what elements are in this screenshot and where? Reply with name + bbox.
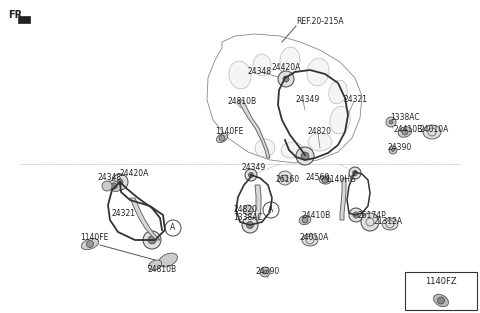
Ellipse shape [382,218,398,230]
Ellipse shape [433,294,448,307]
Text: FR: FR [8,10,22,20]
Text: 26160: 26160 [276,176,300,184]
Circle shape [148,236,156,244]
Ellipse shape [319,176,331,184]
Ellipse shape [158,253,178,267]
Circle shape [243,205,253,215]
Text: 24420A: 24420A [120,170,149,178]
Circle shape [352,171,358,176]
Circle shape [278,171,292,185]
Text: 24321: 24321 [112,209,136,218]
Polygon shape [18,16,30,23]
Text: 24810B: 24810B [228,98,257,106]
Text: 24810B: 24810B [148,265,177,275]
Text: 21312A: 21312A [374,218,403,227]
Circle shape [247,222,253,228]
Circle shape [165,220,181,236]
Text: A: A [268,206,274,214]
Circle shape [219,135,225,141]
Text: 1140HG: 1140HG [325,176,356,184]
Circle shape [353,212,359,218]
Circle shape [392,148,395,151]
Circle shape [263,270,267,274]
Ellipse shape [423,125,441,139]
Circle shape [143,231,161,249]
Text: 24410B: 24410B [302,212,331,220]
FancyBboxPatch shape [405,272,477,310]
Circle shape [283,76,289,82]
Circle shape [361,213,379,231]
Text: 1338AC: 1338AC [233,213,263,223]
Ellipse shape [302,234,318,246]
Circle shape [296,147,314,165]
Circle shape [249,172,253,177]
Ellipse shape [255,139,275,157]
Circle shape [245,169,257,181]
Text: 24349: 24349 [295,95,319,104]
Polygon shape [340,178,346,220]
Circle shape [282,175,288,181]
Text: 24348: 24348 [98,173,122,182]
Circle shape [278,71,294,87]
Text: 26174P: 26174P [358,212,387,220]
Text: 24820: 24820 [308,127,332,136]
Text: 24010A: 24010A [420,126,449,135]
Text: 1140FE: 1140FE [215,127,243,136]
Polygon shape [238,100,270,158]
Ellipse shape [216,133,228,143]
Circle shape [260,267,270,277]
Text: 24010A: 24010A [300,233,329,243]
Circle shape [111,183,117,189]
Ellipse shape [308,133,332,151]
Circle shape [242,217,258,233]
Text: 24420A: 24420A [272,64,301,73]
Text: 1140FE: 1140FE [80,233,108,242]
Text: 24321: 24321 [344,95,368,104]
Text: 24349: 24349 [241,163,265,172]
Text: 24820: 24820 [233,206,257,214]
Ellipse shape [329,80,347,104]
Text: 24560: 24560 [305,172,329,182]
Circle shape [263,202,279,218]
Circle shape [349,167,361,179]
Circle shape [389,146,397,154]
Polygon shape [250,185,261,225]
Text: 24390: 24390 [388,143,412,152]
Circle shape [322,177,328,183]
Text: 1338AC: 1338AC [390,114,420,122]
Circle shape [402,129,408,135]
Text: A: A [170,223,176,233]
Circle shape [86,240,94,248]
Ellipse shape [148,260,162,270]
Circle shape [117,179,123,185]
Ellipse shape [299,215,311,225]
Ellipse shape [281,142,303,158]
Circle shape [112,174,128,190]
Circle shape [349,208,363,222]
Ellipse shape [330,106,350,134]
Ellipse shape [398,127,412,137]
Text: 24410B: 24410B [393,126,422,135]
Circle shape [386,117,396,127]
Circle shape [389,120,393,124]
Circle shape [437,297,444,304]
Ellipse shape [229,61,251,89]
Text: 24348: 24348 [248,68,272,76]
Circle shape [302,217,308,223]
Text: 24390: 24390 [256,268,280,276]
Polygon shape [130,198,160,240]
Text: REF.20-215A: REF.20-215A [296,18,344,27]
Circle shape [102,181,112,191]
Ellipse shape [307,58,329,86]
Ellipse shape [108,180,120,192]
Circle shape [301,152,309,160]
Text: 1140FZ: 1140FZ [425,277,457,286]
Ellipse shape [253,54,271,76]
Ellipse shape [82,239,98,249]
Ellipse shape [280,47,300,73]
